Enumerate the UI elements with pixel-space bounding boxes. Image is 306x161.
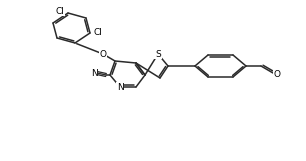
Text: S: S: [155, 49, 161, 58]
Text: N: N: [91, 68, 97, 77]
Text: Cl: Cl: [55, 6, 64, 15]
Text: N: N: [117, 82, 123, 91]
Text: O: O: [99, 49, 106, 58]
Text: Cl: Cl: [94, 28, 103, 37]
Text: O: O: [274, 70, 281, 79]
